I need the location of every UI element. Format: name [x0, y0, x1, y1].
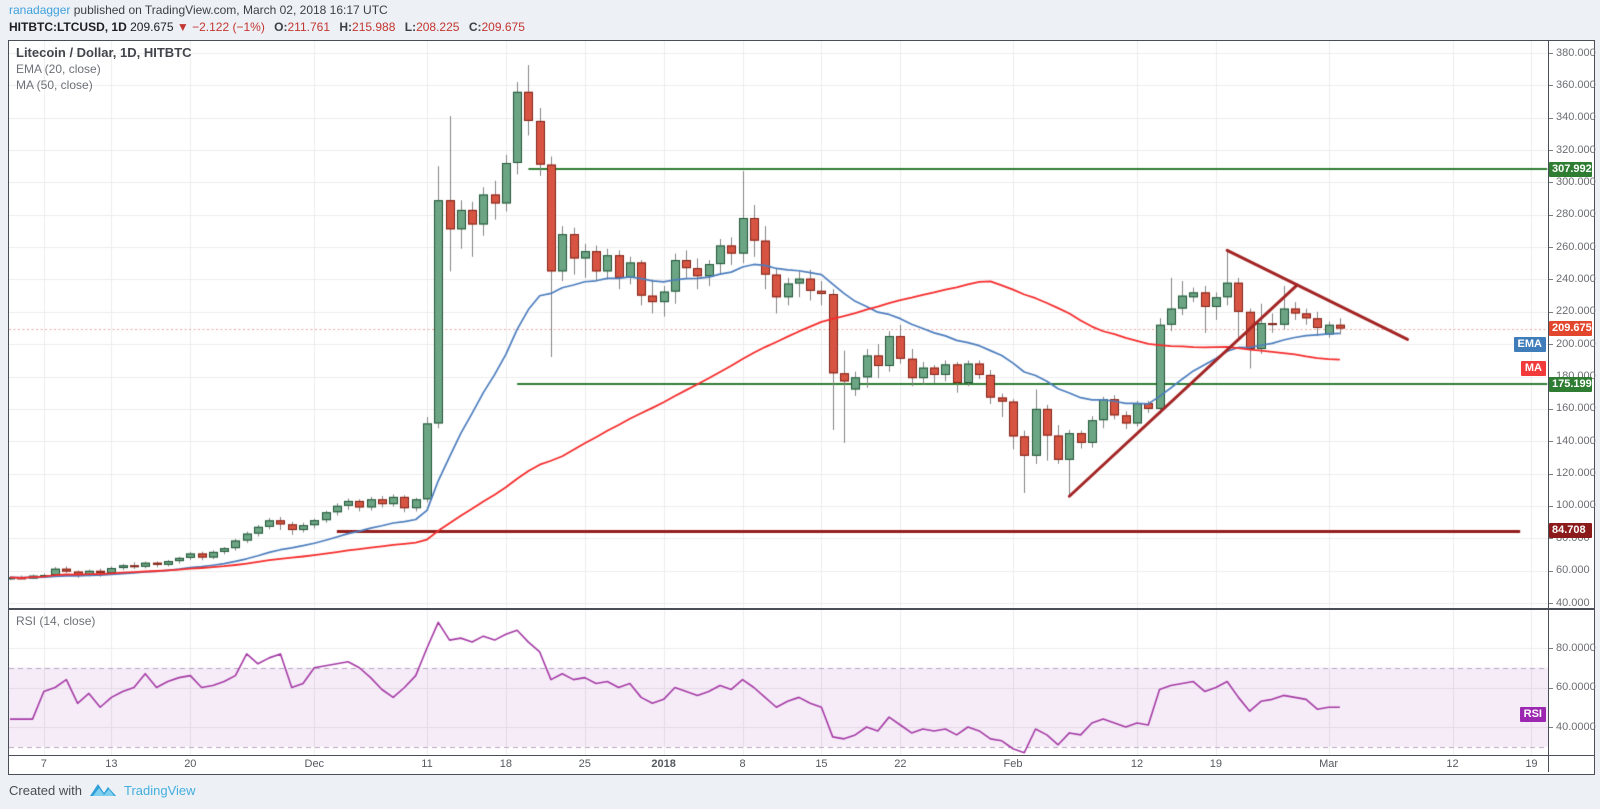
price-axis-tick-dash: [1549, 182, 1553, 183]
last-price: 209.675: [130, 20, 174, 34]
rsi-axis-tick: 40.0000: [1556, 720, 1596, 733]
price-level-badge: 209.675: [1549, 321, 1592, 337]
price-axis-tick-dash: [1549, 603, 1553, 604]
time-axis-tick: 7: [40, 758, 47, 770]
price-axis-tick-dash: [1549, 538, 1553, 539]
price-axis-tick: 360.000: [1556, 78, 1596, 91]
price-axis-tick: 40.000: [1556, 596, 1590, 609]
symbol-quote-line: HITBTC:LTCUSD, 1D 209.675 ▼ −2.122 (−1%)…: [9, 20, 525, 34]
footer: Created with TradingView: [0, 775, 1600, 809]
price-axis-tick: 140.000: [1556, 434, 1596, 447]
time-axis-tick: 19: [1209, 758, 1222, 770]
change-value: −2.122 (−1%): [192, 20, 265, 34]
price-axis-tick: 280.000: [1556, 208, 1596, 221]
time-axis-tick: 25: [578, 758, 591, 770]
price-pane-canvas[interactable]: [9, 41, 1548, 608]
time-axis-tick: 11: [421, 758, 433, 770]
legend-ema[interactable]: EMA (20, close): [16, 62, 101, 76]
time-axis-tick: 19: [1525, 758, 1538, 770]
change-arrow-icon: ▼: [176, 20, 189, 34]
price-axis-tick-dash: [1549, 215, 1553, 216]
low-label: L:: [404, 20, 417, 34]
tradingview-link[interactable]: TradingView: [123, 783, 196, 798]
price-axis-tick: 380.000: [1556, 46, 1596, 59]
time-axis-tick: 18: [499, 758, 512, 770]
price-axis-tick-dash: [1549, 344, 1553, 345]
legend-ma[interactable]: MA (50, close): [16, 78, 93, 92]
price-axis-tick-dash: [1549, 312, 1553, 313]
rsi-axis-tick-dash: [1549, 648, 1553, 649]
rsi-pane-canvas[interactable]: [9, 610, 1548, 755]
time-axis-tick: 8: [739, 758, 746, 770]
time-axis-tick: 15: [815, 758, 828, 770]
price-axis-tick: 100.000: [1556, 499, 1596, 512]
header: ranadagger published on TradingView.com,…: [0, 0, 1600, 40]
time-axis-tick: Feb: [1003, 758, 1023, 770]
price-level-badge: 307.992: [1549, 161, 1592, 177]
time-axis-tick: 22: [894, 758, 907, 770]
published-text: published on TradingView.com, March 02, …: [73, 3, 388, 17]
price-axis-tick-dash: [1549, 53, 1553, 54]
price-axis-tick: 260.000: [1556, 240, 1596, 253]
time-axis-tick: Mar: [1319, 758, 1339, 770]
open-value: 211.761: [287, 20, 331, 34]
price-axis-tick: 160.000: [1556, 402, 1596, 415]
main-legend: Litecoin / Dollar, 1D, HITBTC EMA (20, c…: [16, 45, 192, 93]
price-axis-tick-dash: [1549, 150, 1553, 151]
price-axis-tick: 220.000: [1556, 305, 1596, 318]
time-axis-tick: 20: [184, 758, 197, 770]
created-with-text: Created with: [9, 783, 82, 798]
rsi-axis-tick-dash: [1549, 688, 1553, 689]
close-label: C:: [468, 20, 482, 34]
time-axis-tick: 12: [1130, 758, 1144, 770]
price-axis-tick-dash: [1549, 441, 1553, 442]
price-axis-tick-dash: [1549, 279, 1553, 280]
high-value: 215.988: [352, 20, 396, 34]
price-axis-tick: 320.000: [1556, 143, 1596, 156]
username-link[interactable]: ranadagger: [9, 3, 71, 17]
symbol-label: HITBTC:LTCUSD, 1D: [9, 20, 127, 34]
rsi-axis-tick: 80.0000: [1556, 641, 1596, 654]
high-label: H:: [339, 20, 353, 34]
price-axis-tick-dash: [1549, 409, 1553, 410]
price-axis-tick-dash: [1549, 571, 1553, 572]
time-axis-tick: Dec: [304, 758, 325, 770]
time-axis-tick: 12: [1446, 758, 1459, 770]
ma-badge: MA: [1520, 361, 1546, 376]
price-axis-separator: [1548, 41, 1549, 772]
publish-line: ranadagger published on TradingView.com,…: [9, 3, 388, 17]
tradingview-logo-icon[interactable]: [89, 782, 117, 799]
price-axis-tick: 240.000: [1556, 272, 1596, 285]
price-axis-tick-dash: [1549, 506, 1553, 507]
rsi-axis-tick: 60.0000: [1556, 681, 1596, 693]
rsi-legend[interactable]: RSI (14, close): [16, 614, 96, 628]
pane-divider[interactable]: [9, 608, 1594, 610]
chart-title: Litecoin / Dollar, 1D, HITBTC: [16, 45, 192, 60]
price-level-badge: 84.708: [1549, 523, 1592, 539]
rsi-axis-tick-dash: [1549, 727, 1553, 728]
open-label: O:: [274, 20, 288, 34]
price-axis-tick-dash: [1549, 247, 1553, 248]
price-axis-tick-dash: [1549, 85, 1553, 86]
price-axis-tick: 340.000: [1556, 111, 1596, 124]
price-axis-tick: 60.000: [1556, 564, 1590, 577]
price-level-badge: 175.199: [1549, 376, 1592, 392]
time-axis-divider: [9, 755, 1594, 756]
chart-container[interactable]: Litecoin / Dollar, 1D, HITBTC EMA (20, c…: [8, 40, 1596, 775]
close-value: 209.675: [481, 20, 525, 34]
price-axis-tick: 300.000: [1556, 175, 1596, 188]
time-axis-tick: 2018: [651, 758, 676, 770]
price-axis-tick-dash: [1549, 118, 1553, 119]
price-axis-tick: 120.000: [1556, 467, 1596, 480]
time-axis-tick: 13: [105, 758, 118, 770]
price-axis-tick-dash: [1549, 474, 1553, 475]
ema-badge: EMA: [1513, 337, 1546, 352]
rsi-badge: RSI: [1519, 707, 1546, 722]
price-axis-tick: 200.000: [1556, 337, 1596, 350]
low-value: 208.225: [416, 20, 460, 34]
